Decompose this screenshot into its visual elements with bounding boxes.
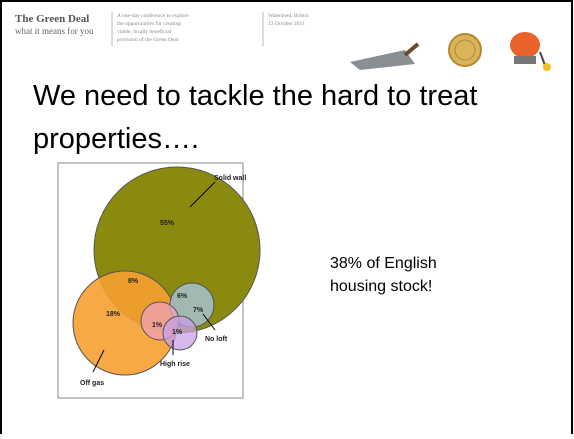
callout: housing stock! xyxy=(330,278,432,295)
venn-value: 55% xyxy=(160,220,175,227)
slide-title: We need to tackle the hard to treat xyxy=(33,80,477,112)
venn-value: 7% xyxy=(193,307,204,314)
header-subtitle: what it means for you xyxy=(15,26,94,36)
slide-title: properties…. xyxy=(33,123,199,155)
header-description: A one-day conference to explore xyxy=(117,12,189,19)
arrow xyxy=(202,313,216,331)
header-date: 13 October 2011 xyxy=(268,21,305,27)
high-rise-circle xyxy=(162,315,198,351)
venn-value: 1% xyxy=(172,329,183,336)
venn-label: High rise xyxy=(160,361,190,368)
callout: 38% of English xyxy=(330,255,437,272)
header-description: viable, locally beneficial xyxy=(117,28,172,35)
header-venue: Watershed, Bristol xyxy=(268,13,309,19)
venn-label: Off gas xyxy=(80,380,104,387)
mixer-icon xyxy=(510,32,551,71)
arrow xyxy=(92,349,105,373)
venn-label: Solid wall xyxy=(214,175,246,182)
header-description: provision of the Green Deal xyxy=(117,36,179,43)
venn-value: 18% xyxy=(106,311,121,318)
venn-diagram xyxy=(72,166,261,376)
header-title: The Green Deal xyxy=(15,13,89,25)
coin-icon xyxy=(448,33,482,67)
venn-label: No loft xyxy=(205,336,228,343)
venn-value: 8% xyxy=(128,278,139,285)
venn-value: 6% xyxy=(177,293,188,300)
header-description: the opportunities for creating xyxy=(117,20,181,27)
venn-value: 1% xyxy=(152,322,163,329)
arrow xyxy=(189,181,216,208)
trowel-icon xyxy=(350,42,420,70)
